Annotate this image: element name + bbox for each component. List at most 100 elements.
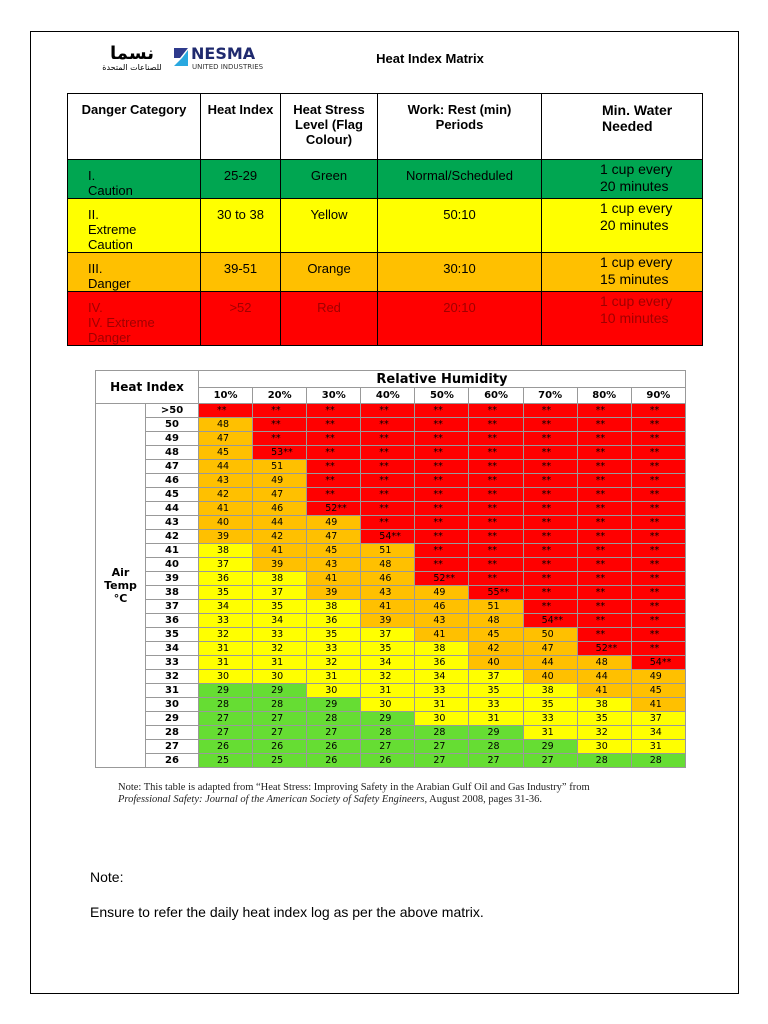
flag-colour: Green bbox=[280, 159, 378, 199]
air-temp: 32 bbox=[144, 669, 200, 684]
cell: 26 bbox=[306, 753, 362, 768]
cell: 32 bbox=[576, 725, 632, 740]
cell: ** bbox=[414, 515, 470, 530]
matrix-row: 47 44 51 ** ** ** ** ** ** ** bbox=[96, 459, 686, 474]
note-text: Ensure to refer the daily heat index log… bbox=[90, 904, 484, 920]
air-temp: >50 bbox=[144, 403, 200, 418]
cell: 38 bbox=[252, 571, 308, 586]
cell: ** bbox=[360, 417, 416, 432]
cell: 41 bbox=[414, 627, 470, 642]
heat-index: 30 to 38 bbox=[200, 198, 281, 253]
cell: 35 bbox=[252, 599, 308, 614]
cell: ** bbox=[576, 627, 632, 642]
cell: ** bbox=[468, 515, 524, 530]
cell: 48 bbox=[198, 417, 254, 432]
work-rest: Normal/Scheduled bbox=[377, 159, 542, 199]
matrix-row: 26 25 25 26 26 27 27 27 28 28 bbox=[96, 753, 686, 768]
cell: 45 bbox=[306, 543, 362, 558]
cell: 39 bbox=[198, 529, 254, 544]
logo-arabic: نسما bbox=[110, 44, 154, 64]
cell: ** bbox=[414, 431, 470, 446]
cell: ** bbox=[522, 431, 578, 446]
cell: 33 bbox=[522, 711, 578, 726]
cell: 38 bbox=[414, 641, 470, 656]
matrix-row: 35 32 33 35 37 41 45 50 ** ** bbox=[96, 627, 686, 642]
cell: 31 bbox=[306, 669, 362, 684]
cell: 29 bbox=[198, 683, 254, 698]
cell: ** bbox=[468, 557, 524, 572]
cell: 41 bbox=[306, 571, 362, 586]
cell: ** bbox=[576, 445, 632, 460]
cell: ** bbox=[522, 473, 578, 488]
humidity-label: 60% bbox=[468, 387, 524, 404]
danger-category: III.Danger bbox=[67, 252, 201, 292]
cell: ** bbox=[630, 417, 686, 432]
cell: 27 bbox=[306, 725, 362, 740]
header-row: Heat Index Relative Humidity bbox=[94, 370, 686, 404]
air-temp: 38 bbox=[144, 585, 200, 600]
danger-category: I.Caution bbox=[67, 159, 201, 199]
cell: 36 bbox=[414, 655, 470, 670]
cell: 28 bbox=[306, 711, 362, 726]
cell: 30 bbox=[198, 669, 254, 684]
flag-colour: Yellow bbox=[280, 198, 378, 253]
matrix-row: 32 30 30 31 32 34 37 40 44 49 bbox=[96, 669, 686, 684]
cell: 52** bbox=[306, 501, 362, 516]
cell: 29 bbox=[360, 711, 416, 726]
cell: 27 bbox=[252, 711, 308, 726]
air-temp-label: Air Temp °C bbox=[95, 403, 146, 768]
matrix-row: 44 41 46 52** ** ** ** ** ** ** bbox=[96, 501, 686, 516]
cell: 45 bbox=[468, 627, 524, 642]
cell: ** bbox=[630, 599, 686, 614]
cell: 49 bbox=[306, 515, 362, 530]
matrix-row: 37 34 35 38 41 46 51 ** ** ** bbox=[96, 599, 686, 614]
cell: 43 bbox=[414, 613, 470, 628]
logo-arabic-sub: للصناعات المتحدة bbox=[102, 63, 161, 72]
cell: 54** bbox=[630, 655, 686, 670]
cell: ** bbox=[522, 585, 578, 600]
cell: 30 bbox=[576, 739, 632, 754]
source-rest: , August 2008, pages 31-36. bbox=[424, 794, 543, 805]
matrix-row: 39 36 38 41 46 52** ** ** ** ** bbox=[96, 571, 686, 586]
cell: 31 bbox=[360, 683, 416, 698]
air-temp: 46 bbox=[144, 473, 200, 488]
cell: 39 bbox=[252, 557, 308, 572]
source-line: Professional Safety: Journal of the Amer… bbox=[118, 794, 718, 806]
matrix-row: 34 31 32 33 35 38 42 47 52** ** bbox=[96, 641, 686, 656]
cell: ** bbox=[576, 417, 632, 432]
cell: ** bbox=[576, 571, 632, 586]
cell: ** bbox=[630, 529, 686, 544]
column-header: Heat Stress Level (Flag Colour) bbox=[280, 93, 378, 160]
matrix-row: 28 27 27 27 28 28 29 31 32 34 bbox=[96, 725, 686, 740]
cell: 52** bbox=[576, 641, 632, 656]
logo-mark bbox=[174, 50, 188, 66]
air-temp: 49 bbox=[144, 431, 200, 446]
cell: 35 bbox=[468, 683, 524, 698]
air-temp: 27 bbox=[144, 739, 200, 754]
cell: 51 bbox=[252, 459, 308, 474]
cell: ** bbox=[414, 557, 470, 572]
cell: ** bbox=[414, 473, 470, 488]
cell: ** bbox=[468, 459, 524, 474]
cell: 30 bbox=[306, 683, 362, 698]
air-temp: 29 bbox=[144, 711, 200, 726]
cell: 41 bbox=[576, 683, 632, 698]
cell: 41 bbox=[252, 543, 308, 558]
cell: 48 bbox=[576, 655, 632, 670]
matrix-row: 43 40 44 49 ** ** ** ** ** ** bbox=[96, 515, 686, 530]
cell: 49 bbox=[414, 585, 470, 600]
cell: 39 bbox=[306, 585, 362, 600]
matrix-row: 49 47 ** ** ** ** ** ** ** ** bbox=[96, 431, 686, 446]
cell: 41 bbox=[198, 501, 254, 516]
cell: 32 bbox=[306, 655, 362, 670]
cell: 46 bbox=[414, 599, 470, 614]
cell: ** bbox=[630, 515, 686, 530]
cell: 35 bbox=[576, 711, 632, 726]
cell: ** bbox=[630, 501, 686, 516]
category-row: IV.IV. Extreme Danger >52 Red 20:10 1 cup ev… bbox=[67, 291, 703, 346]
cell: 47 bbox=[252, 487, 308, 502]
cell: ** bbox=[576, 403, 632, 418]
heat-index: 25-29 bbox=[200, 159, 281, 199]
cell: 54** bbox=[522, 613, 578, 628]
cell: 48 bbox=[468, 613, 524, 628]
